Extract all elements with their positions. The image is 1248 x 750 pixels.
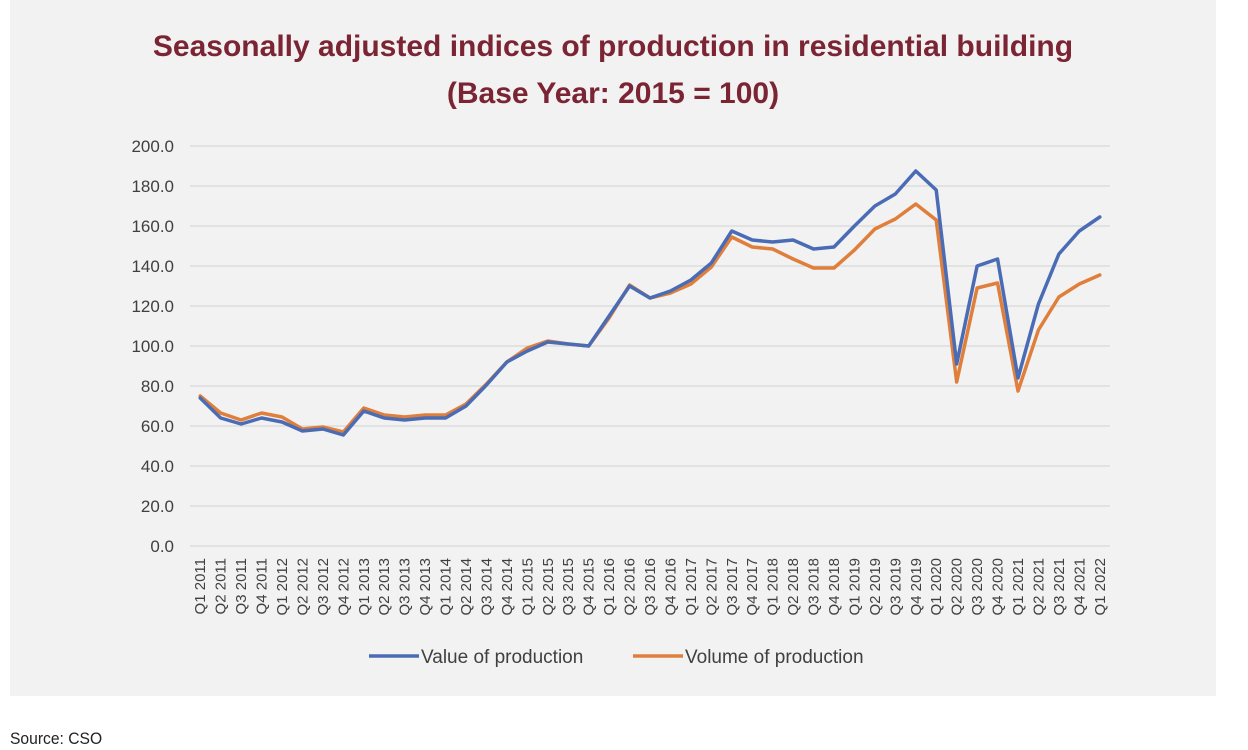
legend: Value of production Volume of production [369, 647, 864, 668]
x-tick-label: Q4 2016 [662, 558, 679, 616]
x-tick-label: Q2 2012 [294, 558, 311, 616]
x-tick-label: Q3 2011 [233, 558, 250, 614]
x-tick-label: Q2 2021 [1030, 558, 1047, 616]
x-tick-label: Q3 2018 [806, 558, 823, 616]
legend-label-volume: Volume of production [685, 647, 864, 668]
x-tick-label: Q2 2015 [540, 558, 557, 616]
x-tick-label: Q4 2011 [254, 558, 271, 614]
y-tick-label: 160.0 [131, 217, 174, 236]
y-tick-label: 0.0 [150, 537, 174, 556]
x-tick-label: Q2 2019 [867, 558, 884, 616]
x-tick-label: Q3 2013 [397, 558, 414, 616]
x-tick-label: Q3 2014 [478, 558, 495, 616]
x-tick-label: Q1 2011 [192, 558, 209, 614]
x-tick-label: Q4 2015 [581, 558, 598, 616]
x-tick-label: Q1 2021 [1010, 558, 1027, 616]
x-axis: Q1 2011 Q2 2011 Q3 2011 Q4 2011 Q1 2012 Q2 20… [192, 558, 1109, 616]
y-tick-label: 60.0 [141, 417, 174, 436]
x-tick-label: Q1 2018 [765, 558, 782, 616]
x-tick-label: Q1 2016 [601, 558, 618, 616]
chart-subtitle: (Base Year: 2015 = 100) [447, 77, 779, 110]
gridlines [190, 145, 1110, 547]
x-tick-label: Q2 2017 [703, 558, 720, 616]
x-tick-label: Q2 2011 [213, 558, 230, 614]
x-tick-label: Q4 2021 [1071, 558, 1088, 616]
chart-title: Seasonally adjusted indices of productio… [153, 30, 1073, 63]
x-tick-label: Q2 2016 [622, 558, 639, 616]
x-tick-label: Q2 2013 [376, 558, 393, 616]
x-tick-label: Q1 2022 [1092, 558, 1109, 616]
y-tick-label: 120.0 [131, 297, 174, 316]
x-tick-label: Q4 2013 [417, 558, 434, 616]
x-tick-label: Q1 2013 [356, 558, 373, 616]
source-note: Source: CSO [10, 729, 103, 748]
y-tick-label: 20.0 [141, 497, 174, 516]
series-lines [198, 169, 1102, 437]
x-tick-label: Q4 2014 [499, 558, 516, 616]
y-tick-label: 80.0 [141, 377, 174, 396]
x-tick-label: Q3 2019 [887, 558, 904, 616]
x-tick-label: Q1 2015 [519, 558, 536, 616]
x-tick-label: Q2 2018 [785, 558, 802, 616]
x-tick-label: Q1 2012 [274, 558, 291, 616]
y-tick-label: 100.0 [131, 337, 174, 356]
x-tick-label: Q4 2012 [335, 558, 352, 616]
series-line-value [198, 169, 1102, 437]
x-tick-label: Q3 2017 [724, 558, 741, 616]
y-tick-label: 40.0 [141, 457, 174, 476]
y-tick-label: 140.0 [131, 257, 174, 276]
x-tick-label: Q1 2020 [928, 558, 945, 616]
x-tick-label: Q1 2019 [846, 558, 863, 616]
x-tick-label: Q1 2017 [683, 558, 700, 616]
x-tick-label: Q4 2020 [990, 558, 1007, 616]
x-tick-label: Q3 2012 [315, 558, 332, 616]
y-tick-label: 180.0 [131, 177, 174, 196]
x-tick-label: Q4 2019 [908, 558, 925, 616]
x-tick-label: Q3 2015 [560, 558, 577, 616]
chart: Seasonally adjusted indices of productio… [131, 30, 1110, 668]
y-tick-label: 200.0 [131, 137, 174, 156]
chart-panel: Seasonally adjusted indices of productio… [10, 0, 1216, 696]
y-axis: 0.0 20.0 40.0 60.0 80.0 100.0 120.0 140.0 160.0 1… [131, 137, 174, 556]
x-tick-label: Q1 2014 [438, 558, 455, 616]
x-tick-label: Q2 2014 [458, 558, 475, 616]
x-tick-label: Q4 2017 [744, 558, 761, 616]
x-tick-label: Q3 2021 [1051, 558, 1068, 616]
legend-label-value: Value of production [421, 647, 583, 668]
x-tick-label: Q2 2020 [949, 558, 966, 616]
x-tick-label: Q4 2018 [826, 558, 843, 616]
x-tick-label: Q3 2016 [642, 558, 659, 616]
x-tick-label: Q3 2020 [969, 558, 986, 616]
